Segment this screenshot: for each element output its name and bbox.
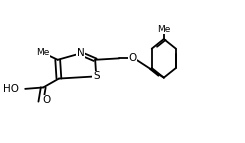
Text: HO: HO: [3, 84, 19, 94]
Text: O: O: [43, 95, 51, 105]
Text: Me: Me: [36, 48, 49, 57]
Text: Me: Me: [157, 25, 171, 34]
Text: S: S: [93, 71, 99, 81]
Text: O: O: [128, 53, 137, 63]
Text: N: N: [76, 48, 84, 58]
